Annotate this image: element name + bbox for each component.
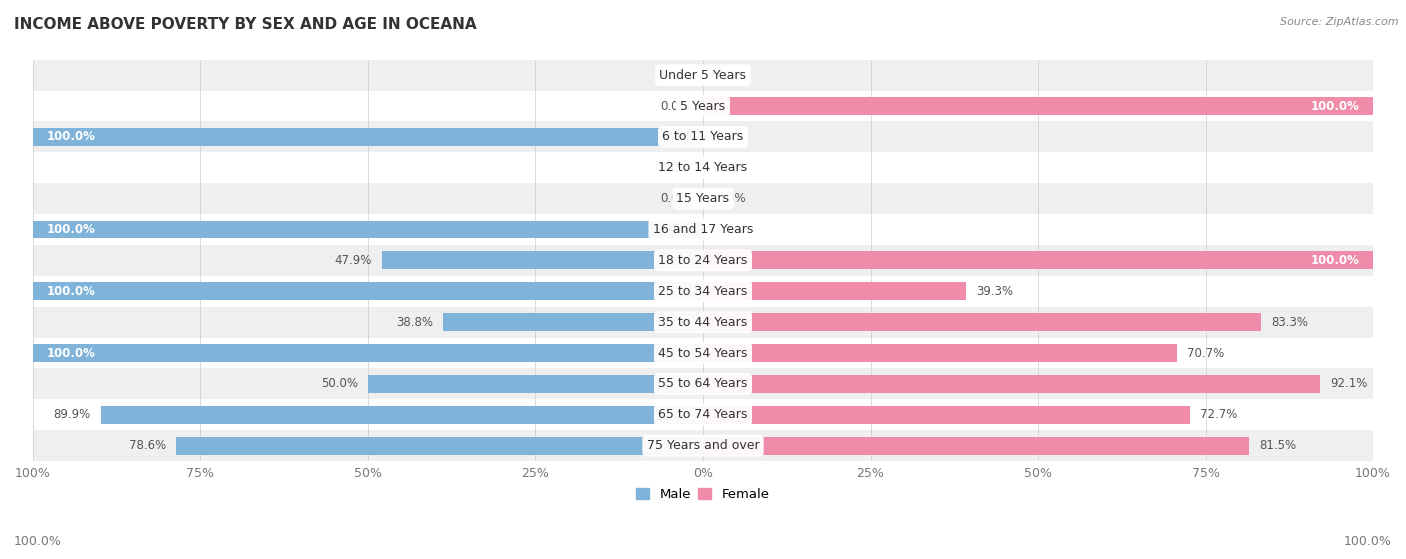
Text: 100.0%: 100.0% [14,535,62,548]
Text: 100.0%: 100.0% [46,223,96,236]
Text: 39.3%: 39.3% [976,285,1014,298]
Text: 5 Years: 5 Years [681,100,725,112]
Bar [368,375,703,393]
Bar [32,153,1374,183]
Bar [703,252,1374,269]
Bar [703,282,966,300]
Bar [32,91,1374,121]
Bar [443,313,703,331]
Text: 81.5%: 81.5% [1260,439,1296,452]
Bar [32,60,1374,91]
Text: 100.0%: 100.0% [46,130,96,144]
Text: 72.7%: 72.7% [1201,408,1237,421]
Bar [32,245,1374,276]
Bar [32,214,1374,245]
Bar [32,399,1374,430]
Bar [703,344,1177,362]
Text: 65 to 74 Years: 65 to 74 Years [658,408,748,421]
Bar [32,307,1374,338]
Text: 83.3%: 83.3% [1271,316,1308,329]
Text: 16 and 17 Years: 16 and 17 Years [652,223,754,236]
Text: 100.0%: 100.0% [1310,254,1360,267]
Text: 0.0%: 0.0% [717,69,747,82]
Legend: Male, Female: Male, Female [631,483,775,506]
Text: 38.8%: 38.8% [396,316,433,329]
Bar [703,406,1189,424]
Bar [176,437,703,454]
Text: 78.6%: 78.6% [129,439,166,452]
Bar [32,368,1374,399]
Bar [32,128,703,146]
Text: INCOME ABOVE POVERTY BY SEX AND AGE IN OCEANA: INCOME ABOVE POVERTY BY SEX AND AGE IN O… [14,17,477,32]
Text: 70.7%: 70.7% [1187,347,1225,359]
Bar [703,437,1249,454]
Bar [703,375,1320,393]
Bar [32,344,703,362]
Text: 0.0%: 0.0% [717,162,747,174]
Text: 0.0%: 0.0% [717,192,747,205]
Bar [382,252,703,269]
Text: 35 to 44 Years: 35 to 44 Years [658,316,748,329]
Text: 6 to 11 Years: 6 to 11 Years [662,130,744,144]
Text: 0.0%: 0.0% [659,100,689,112]
Bar [32,183,1374,214]
Bar [703,313,1261,331]
Bar [703,97,1374,115]
Text: 92.1%: 92.1% [1330,377,1368,390]
Text: 0.0%: 0.0% [659,69,689,82]
Text: 0.0%: 0.0% [717,130,747,144]
Bar [32,121,1374,153]
Text: 55 to 64 Years: 55 to 64 Years [658,377,748,390]
Bar [32,276,1374,307]
Text: 0.0%: 0.0% [717,223,747,236]
Text: 12 to 14 Years: 12 to 14 Years [658,162,748,174]
Text: 47.9%: 47.9% [335,254,373,267]
Bar [32,282,703,300]
Text: 100.0%: 100.0% [1310,100,1360,112]
Text: Source: ZipAtlas.com: Source: ZipAtlas.com [1281,17,1399,27]
Bar [32,430,1374,461]
Text: 100.0%: 100.0% [46,285,96,298]
Text: 25 to 34 Years: 25 to 34 Years [658,285,748,298]
Text: 18 to 24 Years: 18 to 24 Years [658,254,748,267]
Text: 15 Years: 15 Years [676,192,730,205]
Text: 0.0%: 0.0% [659,162,689,174]
Bar [101,406,703,424]
Bar [32,338,1374,368]
Text: 100.0%: 100.0% [1344,535,1392,548]
Text: 50.0%: 50.0% [321,377,359,390]
Text: 100.0%: 100.0% [46,347,96,359]
Text: 45 to 54 Years: 45 to 54 Years [658,347,748,359]
Bar [32,221,703,239]
Text: 0.0%: 0.0% [659,192,689,205]
Text: 75 Years and over: 75 Years and over [647,439,759,452]
Text: 89.9%: 89.9% [53,408,90,421]
Text: Under 5 Years: Under 5 Years [659,69,747,82]
